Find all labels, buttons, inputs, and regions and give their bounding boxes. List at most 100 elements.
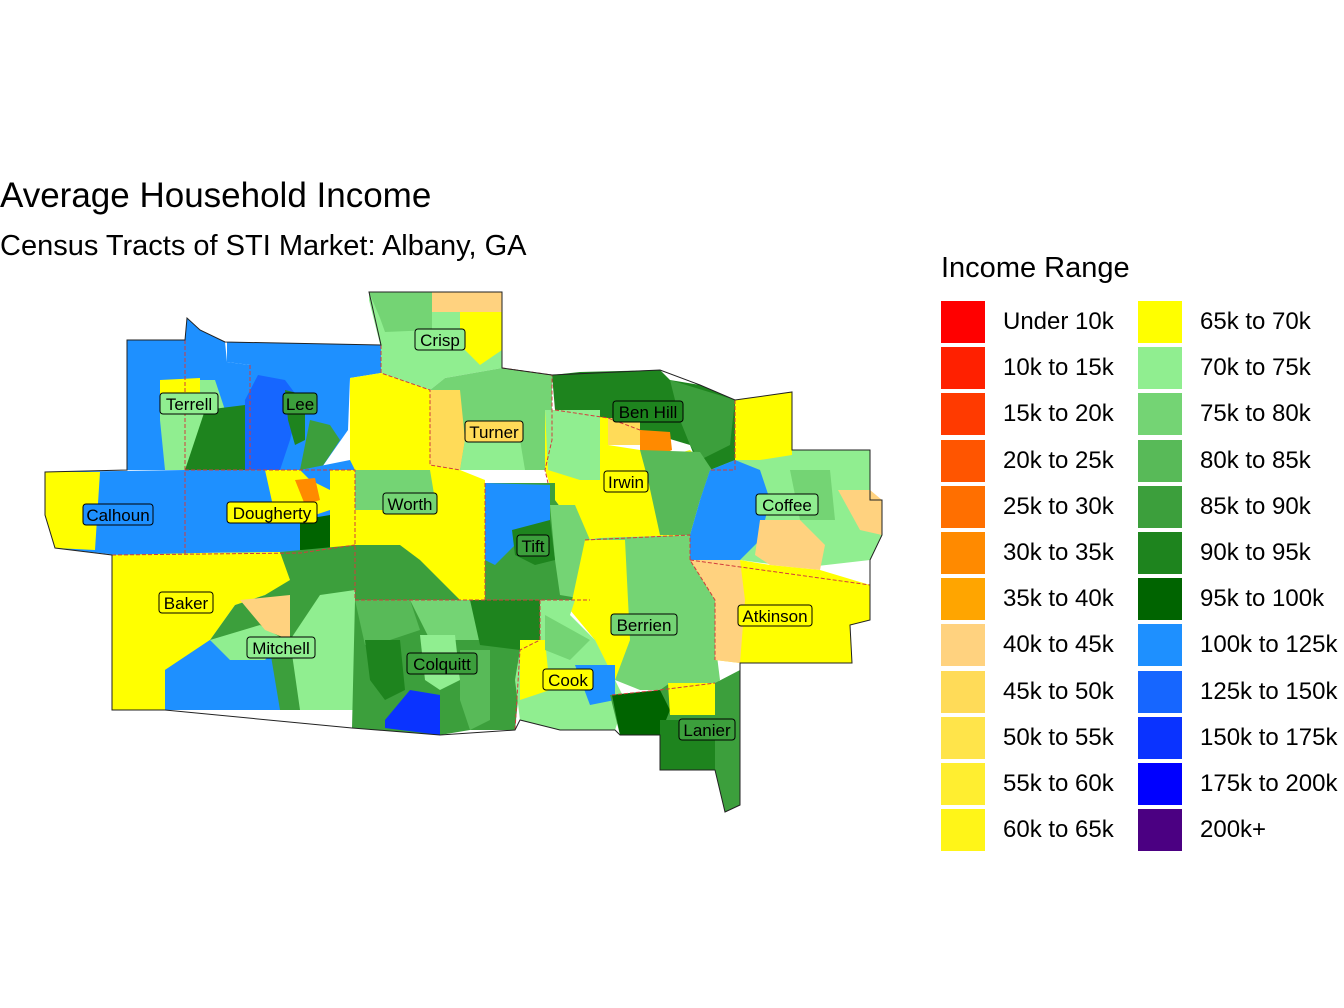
county-label-irwin: Irwin <box>603 470 649 493</box>
legend-swatch <box>1138 347 1182 389</box>
legend-label: 75k to 80k <box>1200 400 1311 427</box>
tract <box>369 292 432 332</box>
legend-swatch <box>1138 486 1182 528</box>
svg-text:Calhoun: Calhoun <box>86 506 149 525</box>
legend-swatch <box>941 578 985 620</box>
legend-label: 90k to 95k <box>1200 539 1311 566</box>
svg-text:Dougherty: Dougherty <box>233 504 312 523</box>
legend-swatch <box>941 671 985 713</box>
tract <box>330 470 355 550</box>
county-label-lanier: Lanier <box>678 718 736 741</box>
legend-label: 30k to 35k <box>1003 539 1114 566</box>
county-label-berrien: Berrien <box>610 613 678 636</box>
svg-text:Worth: Worth <box>387 495 432 514</box>
county-label-mitchell: Mitchell <box>246 636 316 659</box>
legend-label: 200k+ <box>1200 816 1267 843</box>
svg-text:Colquitt: Colquitt <box>413 655 471 674</box>
legend-label: 65k to 70k <box>1200 308 1311 335</box>
tract <box>112 552 300 710</box>
legend-label: 40k to 45k <box>1003 631 1114 658</box>
legend-swatch <box>941 809 985 851</box>
legend-swatch <box>1138 809 1182 851</box>
legend-label: 70k to 75k <box>1200 354 1311 381</box>
svg-text:Cook: Cook <box>548 671 588 690</box>
tract <box>240 595 290 640</box>
county-label-baker: Baker <box>158 591 214 614</box>
tract <box>385 690 440 735</box>
county-boundary <box>710 400 736 471</box>
legend-label: 45k to 50k <box>1003 678 1114 705</box>
county-label-crisp: Crisp <box>414 328 466 351</box>
tract <box>545 615 590 660</box>
legend-swatch <box>1138 624 1182 666</box>
svg-text:Irwin: Irwin <box>608 473 644 492</box>
legend-swatch <box>1138 763 1182 805</box>
tract <box>432 292 502 312</box>
legend-swatch <box>1138 532 1182 574</box>
tract <box>295 478 320 505</box>
tract <box>690 560 745 663</box>
map-subtitle: Census Tracts of STI Market: Albany, GA <box>0 230 527 262</box>
county-boundary <box>185 469 356 600</box>
svg-text:Coffee: Coffee <box>762 496 812 515</box>
svg-text:Baker: Baker <box>164 594 209 613</box>
svg-text:Mitchell: Mitchell <box>252 639 310 658</box>
legend-label: 15k to 20k <box>1003 400 1114 427</box>
county-boundary <box>611 682 716 696</box>
tract <box>690 460 770 560</box>
county-label-ben-hill: Ben Hill <box>612 400 684 423</box>
legend-label: 100k to 125k <box>1200 631 1338 658</box>
legend-swatch <box>941 393 985 435</box>
county-boundary <box>380 345 461 471</box>
legend-label: 50k to 55k <box>1003 724 1114 751</box>
tract <box>668 683 715 715</box>
svg-text:Lee: Lee <box>286 395 314 414</box>
tract <box>838 490 882 535</box>
county-label-turner: Turner <box>464 420 524 443</box>
legend-swatch <box>1138 440 1182 482</box>
county-label-dougherty: Dougherty <box>226 501 318 524</box>
tract <box>185 405 245 470</box>
map-title: Average Household Income <box>0 176 432 215</box>
svg-text:Berrien: Berrien <box>617 616 672 635</box>
tract <box>355 600 420 645</box>
svg-text:Turner: Turner <box>469 423 519 442</box>
legend-label: 55k to 60k <box>1003 770 1114 797</box>
legend-swatch <box>1138 671 1182 713</box>
tract <box>570 540 630 680</box>
tract <box>485 483 550 565</box>
svg-text:Ben Hill: Ben Hill <box>619 403 678 422</box>
tract <box>735 392 792 460</box>
county-label-worth: Worth <box>382 492 438 515</box>
tract-fills <box>45 292 882 812</box>
legend-swatch <box>1138 578 1182 620</box>
tract <box>640 450 712 535</box>
legend-label: Under 10k <box>1003 308 1114 335</box>
legend-swatch <box>941 347 985 389</box>
legend-label: 35k to 40k <box>1003 585 1114 612</box>
svg-text:Tift: Tift <box>522 537 545 556</box>
legend-swatch <box>941 624 985 666</box>
county-label-lee: Lee <box>282 392 318 415</box>
tract <box>670 380 735 460</box>
legend-label: 95k to 100k <box>1200 585 1325 612</box>
legend-swatch <box>941 440 985 482</box>
tract <box>365 640 405 700</box>
county-label-terrell: Terrell <box>159 392 219 415</box>
svg-text:Lanier: Lanier <box>683 721 731 740</box>
legend-swatch <box>941 717 985 759</box>
legend-label: 80k to 85k <box>1200 447 1311 474</box>
tract <box>300 515 330 550</box>
legend-swatch <box>1138 717 1182 759</box>
tract <box>300 420 340 470</box>
tract <box>612 690 670 735</box>
legend-label: 10k to 15k <box>1003 354 1114 381</box>
svg-text:Terrell: Terrell <box>166 395 212 414</box>
county-boundary <box>111 544 356 556</box>
svg-text:Crisp: Crisp <box>420 331 460 350</box>
county-boundary <box>514 600 541 731</box>
legend-swatch <box>941 763 985 805</box>
tract <box>45 472 100 550</box>
legend-swatch <box>941 532 985 574</box>
county-label-coffee: Coffee <box>755 493 819 516</box>
